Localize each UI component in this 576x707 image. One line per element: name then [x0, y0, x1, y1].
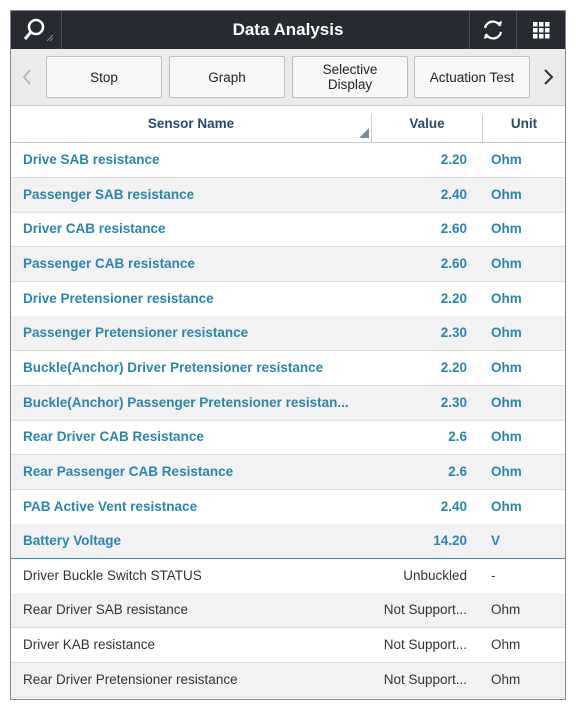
sensor-value: 2.20 — [440, 359, 467, 375]
sensor-value: 2.40 — [440, 498, 467, 514]
sensor-name: PAB Active Vent resistnace — [23, 498, 198, 514]
sensor-name: Driver KAB resistance — [23, 637, 156, 653]
sensor-value: Not Support... — [383, 637, 467, 653]
sensor-value: 14.20 — [433, 533, 467, 549]
sensor-value: Not Support... — [383, 671, 467, 687]
menu-grid-icon[interactable] — [517, 11, 565, 49]
table-row[interactable]: PAB Active Vent resistnace 2.40 Ohm — [11, 490, 565, 525]
button-label: Graph — [208, 69, 246, 85]
sensor-unit: - — [491, 567, 496, 583]
sensor-name: Drive SAB resistance — [23, 152, 160, 167]
table-row[interactable]: Battery Voltage 14.20 V — [11, 524, 565, 560]
sensor-value: 2.20 — [440, 290, 467, 306]
sensor-name: Buckle(Anchor) Passenger Pretensioner re… — [23, 394, 349, 410]
toolbar-button[interactable]: Graph — [169, 56, 285, 98]
sensor-unit: Ohm — [491, 255, 522, 271]
scroll-right-arrow[interactable] — [531, 49, 566, 105]
sensor-unit: Ohm — [491, 290, 522, 306]
sensor-value: Unbuckled — [403, 567, 467, 583]
table-row[interactable]: Driver CAB resistance 2.60 Ohm — [11, 212, 565, 248]
sort-indicator — [359, 128, 369, 138]
table-row[interactable]: Drive Pretensioner resistance 2.20 Ohm — [11, 282, 565, 317]
sensor-unit: Ohm — [491, 429, 522, 445]
table-row[interactable]: Passenger SAB resistance 2.40 Ohm — [11, 177, 565, 213]
sensor-name: Driver CAB resistance — [23, 221, 166, 237]
sensor-name: Battery Voltage — [23, 533, 122, 549]
sensor-unit: Ohm — [491, 152, 522, 167]
sensor-unit: Ohm — [491, 671, 521, 687]
header-bar: Data Analysis — [11, 11, 565, 49]
button-label: Selective Display — [322, 62, 378, 92]
toolbar-button[interactable]: Actuation Test — [414, 56, 530, 98]
table-row[interactable]: Drive SAB resistance 2.20 Ohm — [11, 143, 565, 178]
sensor-value: 2.40 — [440, 186, 467, 202]
sensor-unit: Ohm — [491, 394, 522, 410]
sensor-name: Rear Driver SAB resistance — [23, 602, 189, 618]
sensor-name: Rear Driver CAB Resistance — [23, 429, 204, 445]
sensor-value: Not Support... — [383, 602, 467, 618]
sensor-name: Passenger CAB resistance — [23, 255, 195, 271]
table-row[interactable]: Buckle(Anchor) Driver Pretensioner resis… — [11, 351, 565, 386]
column-header[interactable]: Unit — [510, 116, 538, 131]
table-row[interactable]: Driver KAB resistance Not Support... Ohm — [11, 628, 565, 664]
sensor-value: 2.6 — [448, 429, 467, 445]
sensor-unit: Ohm — [491, 186, 522, 202]
header-title: Data Analysis — [232, 20, 344, 39]
scroll-left-arrow[interactable] — [11, 49, 41, 105]
table-row[interactable]: Buckle(Anchor) Passenger Pretensioner re… — [11, 385, 565, 421]
table-row[interactable]: Driver Buckle Switch STATUS Unbuckled - — [11, 559, 565, 594]
divider — [482, 114, 483, 142]
table-row[interactable]: Rear Driver SAB resistance Not Support...… — [11, 593, 565, 629]
sensor-unit: V — [491, 533, 501, 549]
table-row[interactable]: Rear Driver Pretensioner resistance Not S… — [11, 662, 565, 698]
column-header[interactable]: Sensor Name — [147, 116, 235, 131]
column-header[interactable]: Value — [409, 116, 445, 131]
sensor-name: Rear Driver Pretensioner resistance — [23, 671, 238, 687]
table-header: Sensor Name Value Unit — [11, 106, 565, 143]
app-window: Data Analysis Stop Graph Selective Display… — [10, 10, 566, 700]
table-row[interactable]: Passenger Pretensioner resistance 2.30 Ohm — [11, 316, 565, 352]
divider — [469, 11, 470, 49]
table-row[interactable]: Rear Passenger CAB Resistance 2.6 Ohm — [11, 454, 565, 490]
divider — [371, 114, 372, 142]
sensor-value: 2.6 — [448, 463, 467, 479]
sensor-name: Passenger Pretensioner resistance — [23, 325, 249, 341]
table-row[interactable]: Passenger CAB resistance 2.60 Ohm — [11, 246, 565, 282]
sensor-unit: Ohm — [491, 602, 521, 618]
sensor-value: 2.60 — [440, 255, 467, 271]
button-label: Stop — [90, 69, 118, 85]
sensor-value: 2.30 — [440, 394, 467, 410]
toolbar: Stop Graph Selective Display Actuation Test — [11, 49, 565, 106]
search-icon[interactable] — [17, 11, 57, 49]
sensor-unit: Ohm — [491, 637, 521, 653]
toolbar-button[interactable]: Selective Display — [292, 56, 408, 98]
table-row[interactable]: Rear Driver CAB Resistance 2.6 Ohm — [11, 420, 565, 456]
sensor-unit: Ohm — [491, 498, 522, 514]
sensor-name: Drive Pretensioner resistance — [23, 290, 214, 306]
sensor-value: 2.30 — [440, 325, 467, 341]
divider — [61, 11, 62, 49]
sensor-name: Rear Passenger CAB Resistance — [23, 463, 234, 479]
sensor-value: 2.20 — [440, 152, 467, 167]
sensor-unit: Ohm — [491, 359, 522, 375]
sensor-name: Driver Buckle Switch STATUS — [23, 567, 202, 583]
sensor-unit: Ohm — [491, 463, 522, 479]
sensor-value: 2.60 — [440, 221, 467, 237]
sensor-unit: Ohm — [491, 221, 522, 237]
sensor-name: Buckle(Anchor) Driver Pretensioner resis… — [23, 359, 324, 375]
button-label: Actuation Test — [429, 69, 515, 85]
sensor-name: Passenger SAB resistance — [23, 186, 195, 202]
refresh-icon[interactable] — [470, 11, 516, 49]
toolbar-button[interactable]: Stop — [46, 56, 162, 98]
sensor-unit: Ohm — [491, 325, 522, 341]
divider — [516, 11, 517, 49]
